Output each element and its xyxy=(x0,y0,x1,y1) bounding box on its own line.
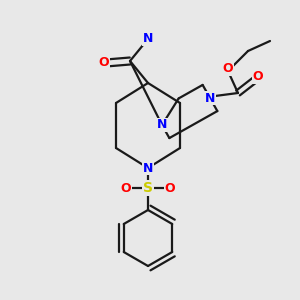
Text: O: O xyxy=(121,182,131,194)
Text: N: N xyxy=(143,32,153,46)
Text: O: O xyxy=(99,56,109,70)
Text: N: N xyxy=(143,161,153,175)
Text: O: O xyxy=(253,70,263,83)
Text: N: N xyxy=(157,118,167,131)
Text: N: N xyxy=(143,161,153,175)
Text: O: O xyxy=(223,62,233,76)
Text: S: S xyxy=(143,181,153,195)
Text: N: N xyxy=(205,92,215,104)
Text: O: O xyxy=(165,182,175,194)
